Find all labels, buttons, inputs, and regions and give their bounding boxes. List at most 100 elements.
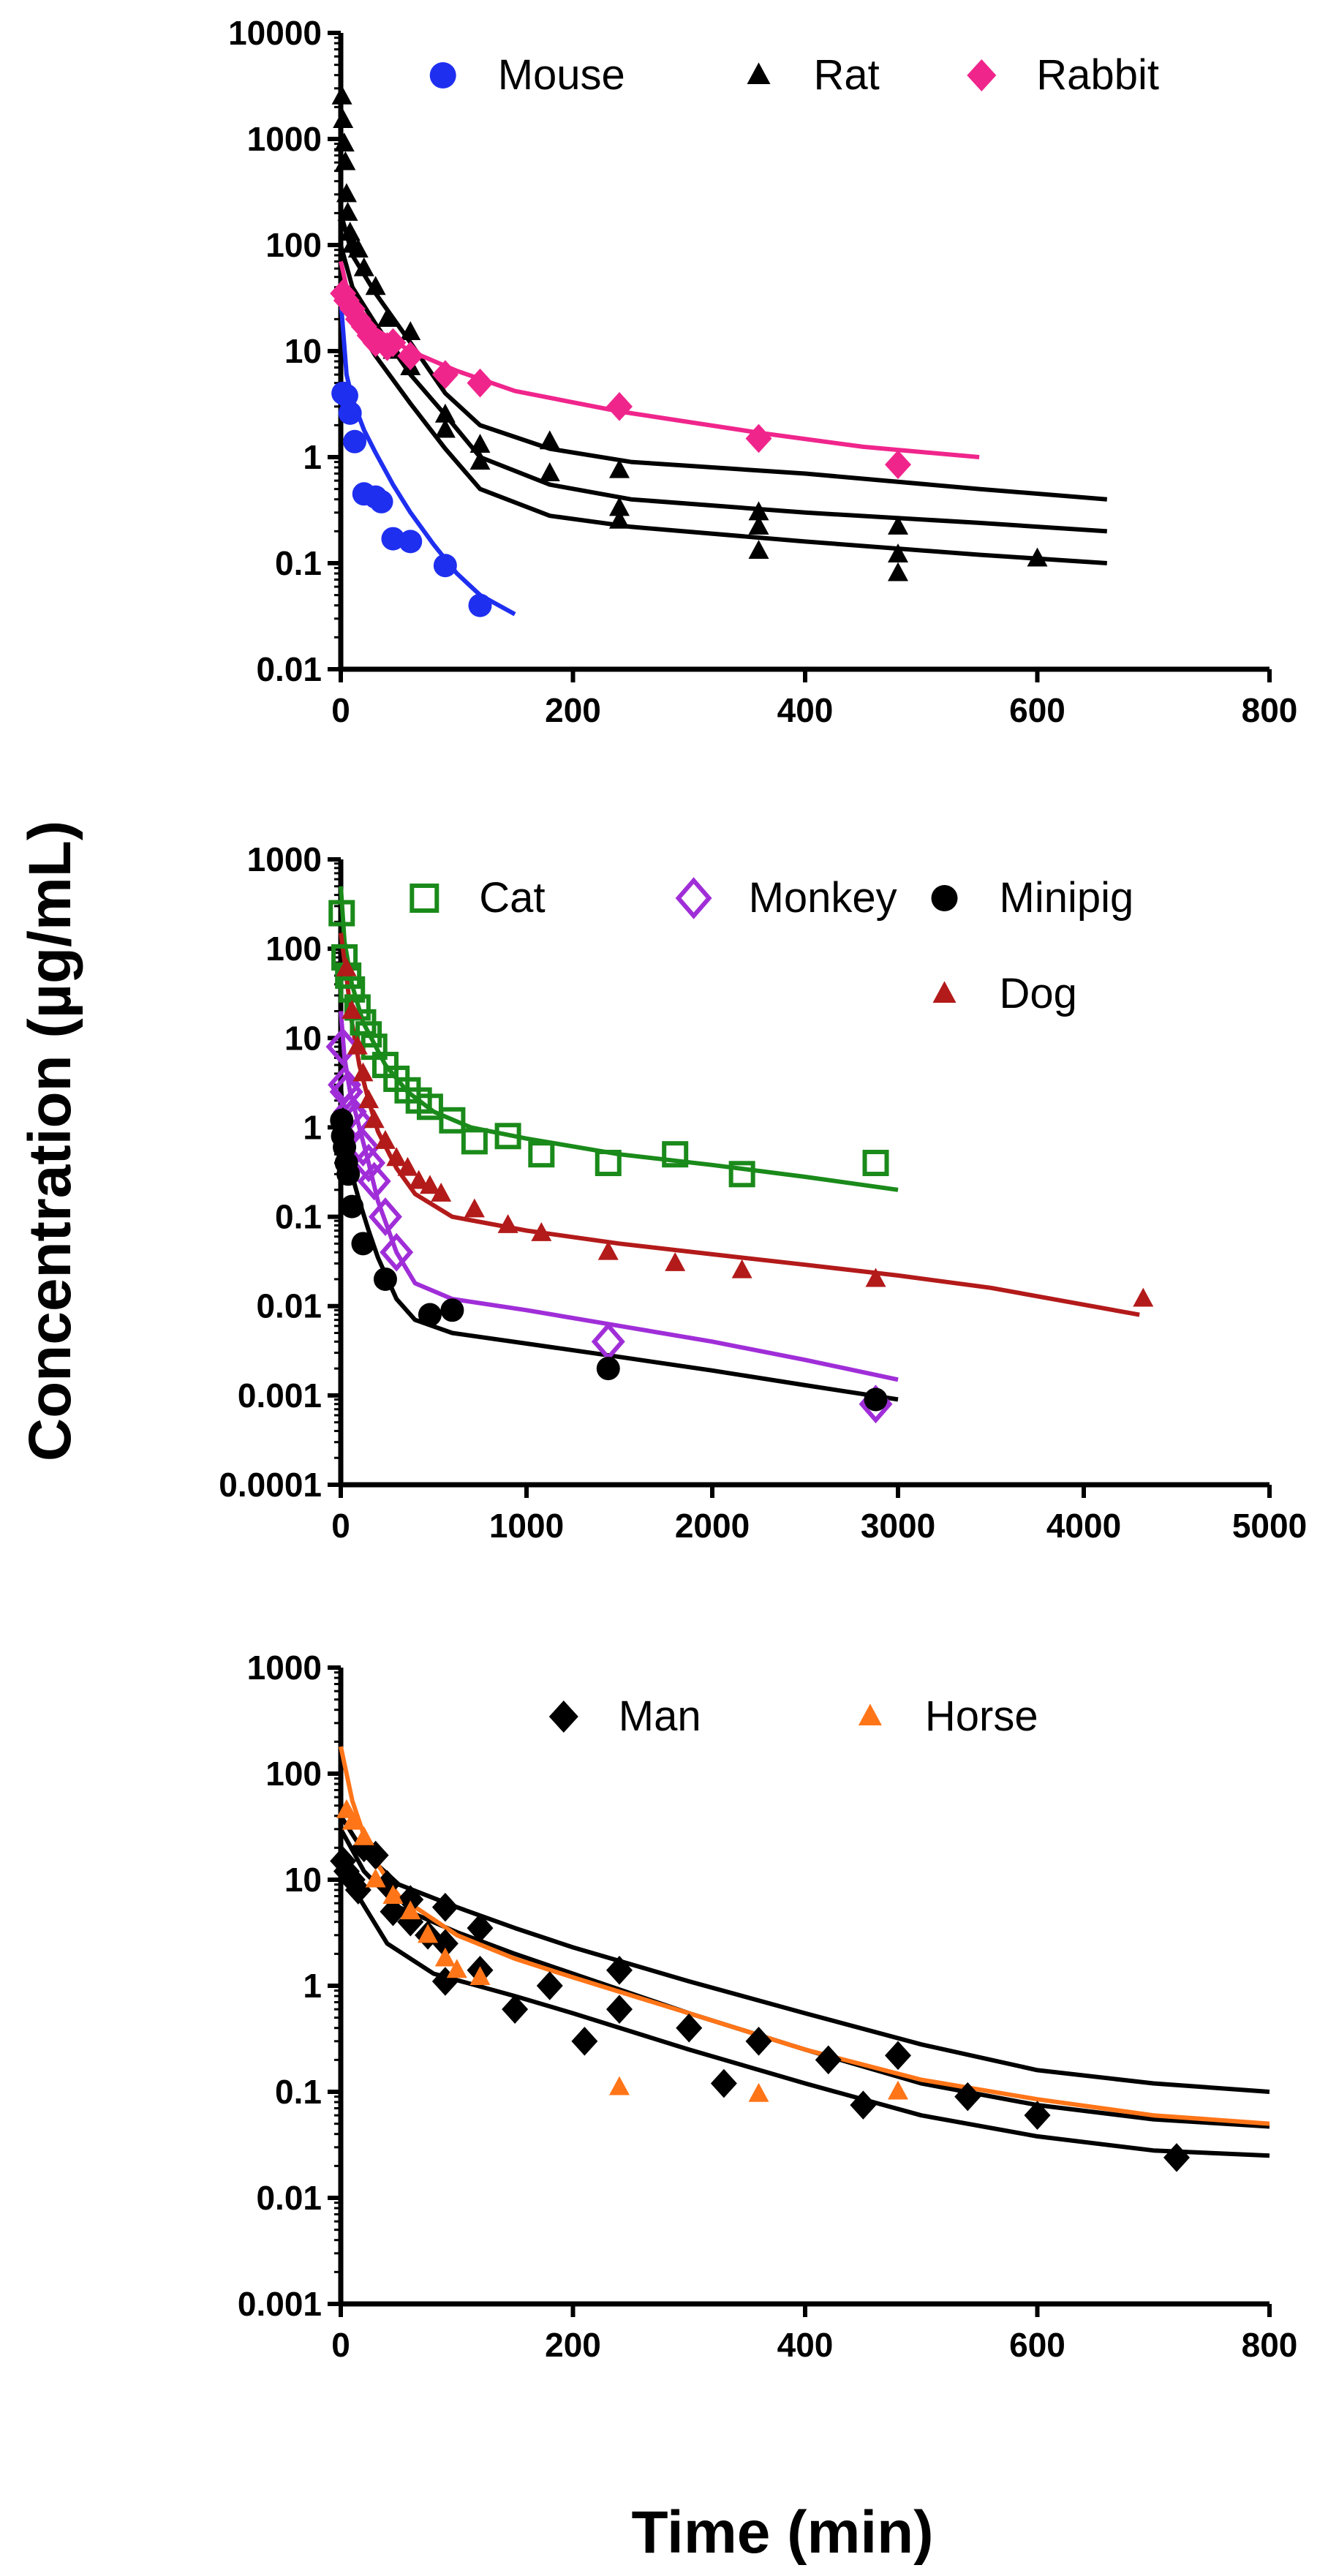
data-point: [596, 1357, 620, 1381]
y-tick-label: 1: [303, 1108, 322, 1146]
data-point: [595, 1150, 622, 1177]
legend-marker: [967, 59, 997, 91]
data-point: [416, 1093, 443, 1121]
fit-curve: [339, 886, 899, 1192]
x-tick-label: 0: [331, 1507, 350, 1545]
y-tick-label: 1: [303, 438, 322, 476]
legend-label: Horse: [925, 1692, 1038, 1740]
data-point: [333, 132, 355, 152]
legend-marker: [747, 62, 771, 84]
panel-bottom: 0.001 0.01 0.1 1 10 100 1000 0 200 400 600 800 Man Ho…: [238, 1649, 1298, 2364]
fit-curve: [339, 260, 980, 459]
data-point: [748, 515, 769, 535]
data-point: [399, 530, 423, 554]
data-point: [888, 2080, 908, 2100]
data-point: [433, 554, 457, 578]
data-point: [331, 85, 352, 105]
data-point: [539, 430, 560, 450]
data-point: [676, 2013, 703, 2043]
data-point: [357, 1161, 391, 1201]
data-point: [380, 1232, 414, 1272]
data-point: [328, 900, 355, 927]
data-point: [363, 1109, 385, 1129]
y-tick-label: 0.1: [275, 2073, 322, 2111]
data-point: [353, 257, 374, 276]
data-point: [888, 562, 908, 581]
data-point: [609, 2076, 630, 2095]
data-point: [325, 1027, 360, 1066]
data-point: [888, 543, 908, 563]
data-point: [571, 2027, 598, 2056]
data-point: [382, 1885, 404, 1904]
legend-marker: [548, 1701, 578, 1733]
data-point: [342, 1000, 363, 1020]
data-point: [418, 1303, 442, 1327]
data-point: [358, 1089, 380, 1109]
data-point: [536, 1971, 563, 2000]
data-point: [728, 1161, 755, 1188]
data-point: [336, 1162, 361, 1186]
data-point: [464, 1198, 485, 1218]
data-point: [1027, 547, 1048, 567]
data-point: [954, 2082, 981, 2112]
data-point: [362, 328, 389, 358]
data-point: [439, 1107, 466, 1134]
data-point: [885, 2041, 911, 2071]
data-point: [539, 462, 560, 481]
legend-marker: [410, 884, 439, 913]
data-point: [606, 392, 633, 421]
data-point: [374, 1129, 396, 1149]
data-point: [377, 307, 398, 327]
data-point: [365, 1868, 386, 1888]
data-point: [347, 1035, 368, 1055]
data-point: [431, 360, 459, 389]
data-point: [347, 238, 369, 258]
data-point: [494, 1123, 521, 1150]
data-point: [380, 1897, 407, 1927]
y-tick-label: 100: [265, 1755, 322, 1793]
x-tick-label: 200: [545, 2326, 601, 2364]
data-point: [431, 1892, 459, 1922]
x-tick-label: 400: [777, 2326, 834, 2364]
y-axis-title: Concentration (µg/mL): [17, 821, 83, 1461]
legend-label: Cat: [479, 874, 545, 922]
fit-curve: [339, 276, 1107, 565]
data-point: [748, 540, 769, 559]
data-point: [386, 1147, 407, 1167]
legend-marker: [932, 981, 957, 1003]
data-point: [339, 222, 361, 241]
data-point: [397, 1907, 424, 1937]
y-tick-label: 1000: [247, 120, 322, 158]
data-point: [342, 1810, 363, 1830]
y-tick-label: 100: [265, 226, 322, 264]
data-point: [365, 276, 386, 295]
data-point: [368, 1197, 402, 1236]
data-point: [344, 1875, 371, 1905]
data-point: [531, 1222, 552, 1241]
data-point: [748, 501, 769, 521]
x-tick-label: 3000: [861, 1507, 935, 1545]
x-tick-label: 800: [1242, 2326, 1298, 2364]
y-tick-label: 10: [284, 1019, 322, 1057]
fit-curve: [339, 1847, 1270, 2158]
data-point: [731, 1259, 752, 1278]
legend-label: Minipig: [1000, 874, 1134, 922]
data-point: [609, 509, 630, 529]
legend-marker: [858, 1703, 882, 1725]
x-tick-label: 4000: [1046, 1507, 1121, 1545]
data-point: [353, 1826, 374, 1845]
data-point: [336, 183, 357, 203]
panel-middle: 0.0001 0.001 0.01 0.1 1 10 100 1000 0 1000 2000 300…: [219, 840, 1307, 1545]
x-tick-label: 1000: [489, 1507, 564, 1545]
y-tick-label: 0.01: [256, 2179, 322, 2217]
data-point: [380, 328, 407, 358]
data-point: [885, 450, 911, 480]
data-point: [862, 1150, 889, 1177]
data-point: [745, 2027, 772, 2056]
data-point: [397, 1885, 424, 1914]
data-point: [333, 109, 354, 128]
y-tick-label: 0.001: [238, 1376, 322, 1415]
data-point: [888, 515, 908, 535]
data-point: [469, 1966, 491, 1986]
